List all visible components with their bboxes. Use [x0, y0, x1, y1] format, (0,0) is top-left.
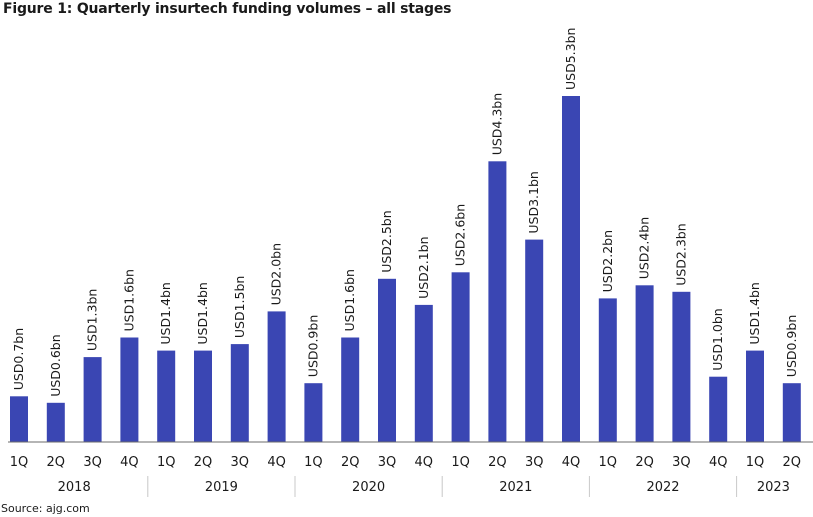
quarter-tick-label: 1Q: [746, 455, 765, 470]
year-label: 2018: [58, 480, 91, 495]
bar-chart: USD0.7bn USD0.6bn USD1.3bn USD1.6bn USD1.4bn…: [8, 28, 813, 497]
bar-value-label: USD1.4bn: [747, 282, 762, 344]
x-axis-layer: 1Q 2Q 3Q 4Q 2018 1Q 2Q 3Q 4Q 2019 1Q 2Q 3Q 4Q 2020 1Q 2Q…: [10, 455, 801, 497]
bar: [10, 396, 28, 442]
bar: [635, 285, 654, 442]
quarter-tick-label: 4Q: [120, 455, 139, 470]
year-label: 2020: [352, 480, 385, 495]
quarter-tick-label: 1Q: [451, 455, 470, 470]
bar: [157, 350, 176, 442]
bar-value-label: USD2.4bn: [637, 217, 652, 279]
bar-value-label: USD5.3bn: [563, 28, 578, 90]
bar: [230, 344, 249, 442]
bar: [709, 376, 728, 442]
bar-value-label: USD2.5bn: [379, 210, 394, 272]
bar-value-label: USD1.6bn: [342, 269, 357, 331]
quarter-tick-label: 1Q: [10, 455, 29, 470]
bar-value-label: USD0.9bn: [305, 315, 320, 377]
year-label: 2021: [499, 480, 532, 495]
bar: [562, 96, 580, 442]
bar-value-label: USD1.3bn: [85, 289, 100, 351]
year-label: 2023: [757, 480, 790, 495]
quarter-tick-label: 3Q: [231, 455, 250, 470]
quarter-tick-label: 4Q: [709, 455, 728, 470]
bar-value-label: USD0.9bn: [784, 315, 799, 377]
bar: [488, 161, 507, 443]
bar: [341, 337, 360, 442]
bar-value-label: USD2.2bn: [600, 230, 615, 292]
bar-value-label: USD0.7bn: [11, 328, 26, 390]
quarter-tick-label: 2Q: [635, 455, 654, 470]
bar: [378, 278, 396, 442]
bar-value-label: USD1.4bn: [195, 282, 210, 344]
bar: [782, 383, 801, 442]
quarter-tick-label: 3Q: [672, 455, 691, 470]
year-label: 2019: [205, 480, 238, 495]
bar-value-label: USD4.3bn: [489, 93, 504, 155]
quarter-tick-label: 4Q: [415, 455, 434, 470]
bar: [267, 311, 286, 442]
bar: [746, 350, 764, 442]
bar: [414, 304, 433, 442]
bar-value-label: USD2.0bn: [269, 243, 284, 305]
bar: [598, 298, 617, 442]
chart-title: Figure 1: Quarterly insurtech funding vo…: [3, 1, 452, 17]
bar: [451, 272, 470, 442]
year-label: 2022: [646, 480, 679, 495]
quarter-tick-label: 2Q: [341, 455, 360, 470]
bar: [525, 239, 544, 442]
quarter-tick-label: 2Q: [783, 455, 802, 470]
bar: [46, 402, 65, 442]
bar-value-label: USD1.0bn: [710, 308, 725, 370]
source-note: Source: ajg.com: [1, 502, 90, 515]
bar-value-label: USD2.6bn: [453, 204, 468, 266]
value-labels-layer: USD0.7bn USD0.6bn USD1.3bn USD1.6bn USD1.4bn…: [11, 28, 799, 397]
bar-value-label: USD2.3bn: [673, 223, 688, 285]
quarter-tick-label: 4Q: [562, 455, 581, 470]
quarter-tick-label: 1Q: [599, 455, 618, 470]
quarter-tick-label: 3Q: [83, 455, 102, 470]
bar-value-label: USD1.4bn: [158, 282, 173, 344]
bar-value-label: USD3.1bn: [526, 171, 541, 233]
quarter-tick-label: 2Q: [194, 455, 213, 470]
bars-layer: [10, 96, 801, 443]
bar-value-label: USD1.6bn: [121, 269, 136, 331]
bar: [120, 337, 139, 442]
bar: [304, 383, 323, 442]
quarter-tick-label: 4Q: [267, 455, 286, 470]
bar-value-label: USD1.5bn: [232, 276, 247, 338]
bar: [672, 291, 691, 442]
bar: [83, 357, 102, 442]
bar: [194, 350, 212, 442]
bar-value-label: USD2.1bn: [416, 236, 431, 298]
quarter-tick-label: 3Q: [378, 455, 397, 470]
quarter-tick-label: 1Q: [157, 455, 176, 470]
quarter-tick-label: 1Q: [304, 455, 323, 470]
quarter-tick-label: 3Q: [525, 455, 544, 470]
quarter-tick-label: 2Q: [488, 455, 507, 470]
quarter-tick-label: 2Q: [47, 455, 66, 470]
bar-value-label: USD0.6bn: [48, 334, 63, 396]
